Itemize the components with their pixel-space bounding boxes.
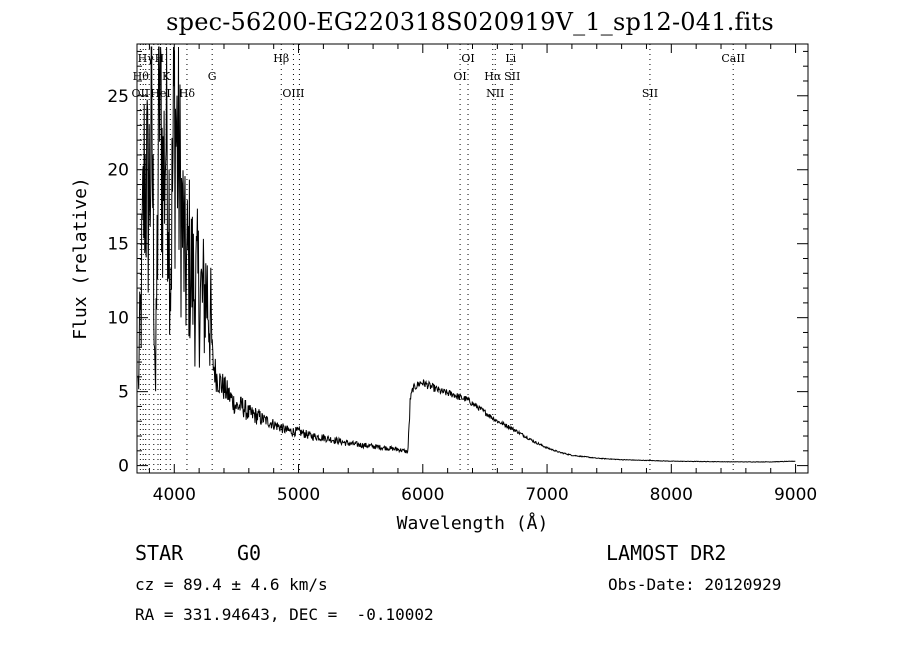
spectrum-line xyxy=(137,46,796,463)
line-label: HeI xyxy=(150,87,170,100)
line-label: CaII xyxy=(721,52,745,65)
line-label: Li xyxy=(505,52,516,65)
y-tick-label: 0 xyxy=(118,457,129,477)
line-label: OI xyxy=(453,70,466,83)
line-label: Hγ xyxy=(138,52,155,65)
x-tick-label: 5000 xyxy=(277,485,320,505)
line-label: SII xyxy=(504,70,520,83)
y-tick-label: 15 xyxy=(107,235,129,255)
spectrum-series xyxy=(137,46,796,463)
line-label: NII xyxy=(486,87,504,100)
y-tick-label: 5 xyxy=(118,383,129,403)
line-label: OIII xyxy=(282,87,304,100)
observation-date: Obs-Date: 20120929 xyxy=(608,575,782,594)
object-subclass: G0 xyxy=(237,541,262,565)
line-label: Hα xyxy=(484,70,502,83)
survey-name: LAMOST DR2 xyxy=(606,541,727,565)
x-axis-label: Wavelength (Å) xyxy=(397,512,549,534)
object-class: STAR xyxy=(135,541,184,565)
y-tick-label: 20 xyxy=(107,161,129,181)
y-tick-label: 10 xyxy=(107,309,129,329)
y-axis-label: Flux (relative) xyxy=(70,177,91,340)
x-tick-label: 4000 xyxy=(153,485,196,505)
line-label: G xyxy=(208,70,217,83)
x-tick-label: 6000 xyxy=(401,485,444,505)
line-label: Hδ xyxy=(179,87,196,100)
axis-ticks: 4000 5000 6000 7000 8000 9000 0 5 10 15 20 25 xyxy=(107,44,817,505)
spectral-line-markers xyxy=(139,44,734,473)
line-label: OII xyxy=(131,87,149,100)
line-label: Hβ xyxy=(273,52,289,65)
ra-dec: RA = 331.94643, DEC = -0.10002 xyxy=(135,605,434,624)
redshift-cz: cz = 89.4 ± 4.6 km/s xyxy=(135,575,328,594)
chart-title: spec-56200-EG220318S020919V_1_sp12-041.f… xyxy=(166,8,774,36)
line-label: OI xyxy=(461,52,474,65)
x-tick-label: 9000 xyxy=(774,485,817,505)
line-label: SII xyxy=(642,87,658,100)
x-tick-label: 7000 xyxy=(525,485,568,505)
y-tick-label: 25 xyxy=(107,87,129,107)
x-tick-label: 8000 xyxy=(650,485,693,505)
